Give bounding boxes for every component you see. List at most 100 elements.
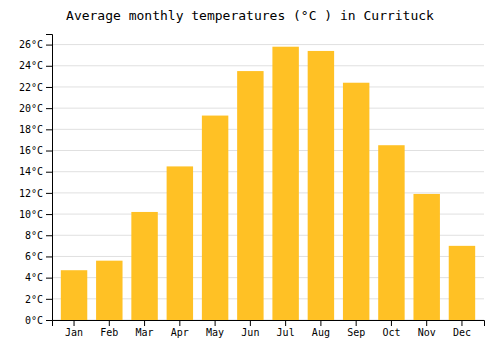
bar xyxy=(96,261,122,320)
y-tick-label: 8°C xyxy=(25,230,43,241)
y-tick-line xyxy=(46,299,52,300)
y-tick-label: 14°C xyxy=(19,166,43,177)
y-tick-line xyxy=(46,87,52,88)
y-tick: 22°C xyxy=(19,82,52,93)
y-tick-label: 22°C xyxy=(19,82,43,93)
x-tick-label: Jul xyxy=(277,327,295,338)
x-tick-label: Jun xyxy=(241,327,259,338)
x-tick: Sep xyxy=(347,320,365,338)
y-tick-line xyxy=(46,66,52,67)
y-tick-label: 16°C xyxy=(19,145,43,156)
bar xyxy=(308,51,334,320)
bar xyxy=(202,116,228,320)
x-axis: Jan Feb Mar Apr May Jun Jul Aug Sep Oct Nov Dec xyxy=(53,320,485,338)
chart: Average monthly temperatures (°C ) in Cu… xyxy=(0,0,500,350)
y-tick-label: 4°C xyxy=(25,272,43,283)
x-tick-line xyxy=(144,320,145,326)
grid-line xyxy=(52,129,484,130)
bar xyxy=(449,246,475,320)
y-tick: 16°C xyxy=(19,145,52,156)
y-tick-line xyxy=(46,45,52,46)
x-tick: Oct xyxy=(382,320,400,338)
y-tick-label: 12°C xyxy=(19,188,43,199)
y-tick: 12°C xyxy=(19,188,52,199)
bar xyxy=(167,166,193,320)
y-tick-line xyxy=(46,235,52,236)
x-tick-line xyxy=(356,320,357,326)
y-axis-line xyxy=(46,35,53,321)
bar xyxy=(131,212,157,320)
x-tick: Feb xyxy=(100,320,118,338)
y-tick-line xyxy=(46,193,52,194)
x-tick: May xyxy=(206,320,224,338)
x-tick: Mar xyxy=(136,320,154,338)
bar xyxy=(378,145,404,320)
x-tick-label: Apr xyxy=(171,327,189,338)
x-tick-line xyxy=(391,320,392,326)
x-tick-line xyxy=(109,320,110,326)
grid-line xyxy=(52,171,484,172)
grid-line xyxy=(52,150,484,151)
x-tick-label: May xyxy=(206,327,224,338)
bar xyxy=(413,194,439,320)
y-tick-line xyxy=(46,320,52,321)
y-tick-line xyxy=(46,108,52,109)
title: Average monthly temperatures (°C ) in Cu… xyxy=(66,8,434,23)
x-axis-line xyxy=(53,321,485,327)
y-tick: 8°C xyxy=(25,230,52,241)
x-tick-line xyxy=(285,320,286,326)
y-tick-label: 24°C xyxy=(19,60,43,71)
x-tick: Apr xyxy=(171,320,189,338)
y-tick-label: 10°C xyxy=(19,209,43,220)
grid-line xyxy=(52,44,484,45)
y-tick: 10°C xyxy=(19,209,52,220)
x-tick-label: Oct xyxy=(382,327,400,338)
x-tick-line xyxy=(74,320,75,326)
y-tick-line xyxy=(46,214,52,215)
x-tick: Jun xyxy=(241,320,259,338)
x-tick-line xyxy=(215,320,216,326)
x-tick-label: Aug xyxy=(312,327,330,338)
x-tick-label: Jan xyxy=(65,327,83,338)
plot: Jan Feb Mar Apr May Jun Jul Aug Sep Oct Nov Dec 0°C 2… xyxy=(19,35,485,339)
x-tick-label: Dec xyxy=(453,327,471,338)
bar xyxy=(61,270,87,320)
bar xyxy=(237,71,263,320)
y-tick: 4°C xyxy=(25,272,52,283)
grid-line xyxy=(52,108,484,109)
y-tick-label: 18°C xyxy=(19,124,43,135)
y-axis: 0°C 2°C 4°C 6°C 8°C 10°C 12°C 14°C 16°C 18°C 20°C 2… xyxy=(19,35,53,326)
x-tick-label: Sep xyxy=(347,327,365,338)
bars xyxy=(61,47,475,320)
bar xyxy=(272,47,298,320)
x-tick-line xyxy=(426,320,427,326)
y-tick-label: 2°C xyxy=(25,294,43,305)
x-tick: Jan xyxy=(65,320,83,338)
grid-line xyxy=(52,192,484,193)
x-tick-line xyxy=(461,320,462,326)
y-tick-label: 26°C xyxy=(19,39,43,50)
y-tick: 6°C xyxy=(25,251,52,262)
y-tick-label: 0°C xyxy=(25,315,43,326)
x-tick: Dec xyxy=(453,320,471,338)
y-tick-line xyxy=(46,151,52,152)
y-tick-line xyxy=(46,256,52,257)
x-tick-line xyxy=(320,320,321,326)
grid-line xyxy=(52,86,484,87)
y-tick-label: 20°C xyxy=(19,103,43,114)
y-tick: 26°C xyxy=(19,39,52,50)
bar xyxy=(343,83,369,320)
x-tick: Nov xyxy=(418,320,436,338)
x-tick: Aug xyxy=(312,320,330,338)
y-tick: 14°C xyxy=(19,166,52,177)
x-tick-line xyxy=(250,320,251,326)
y-tick: 2°C xyxy=(25,294,52,305)
y-tick-line xyxy=(46,172,52,173)
x-tick-line xyxy=(179,320,180,326)
x-tick-label: Nov xyxy=(418,327,436,338)
y-tick: 18°C xyxy=(19,124,52,135)
x-tick: Jul xyxy=(277,320,295,338)
y-tick: 0°C xyxy=(25,315,52,326)
x-tick-label: Feb xyxy=(100,327,118,338)
x-tick-label: Mar xyxy=(136,327,154,338)
